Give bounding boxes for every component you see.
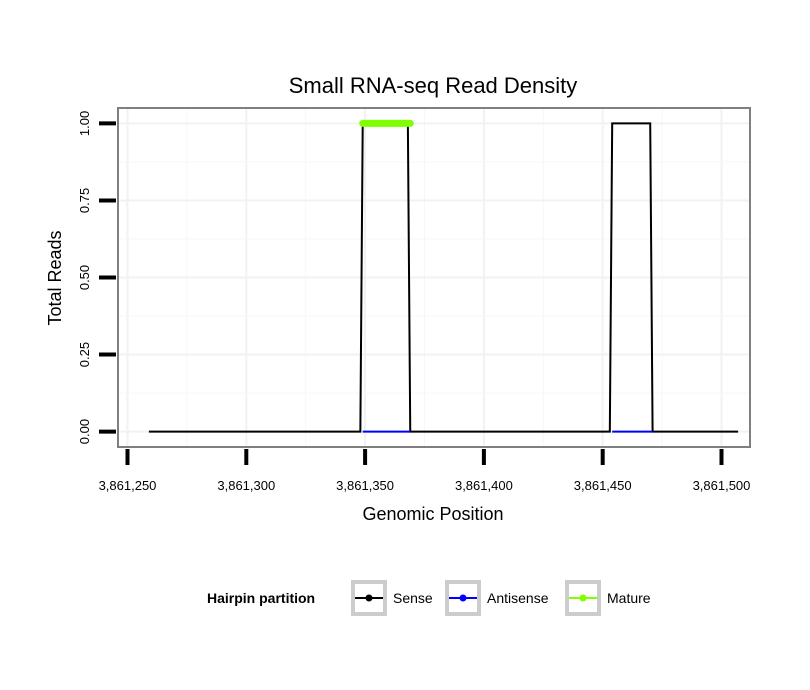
legend-item-sense: Sense — [351, 580, 433, 616]
legend-key-point — [579, 594, 587, 602]
y-tick-label: 0.25 — [77, 342, 92, 367]
series-sense-line — [148, 122, 739, 433]
y-tick-label: 0.00 — [77, 419, 92, 444]
x-axis: 3,861,250 3,861,300 3,861,350 3,861,400 3,86… — [99, 449, 751, 493]
legend-label: Antisense — [487, 590, 549, 606]
legend: Hairpin partition Sense Antisense Mature — [207, 580, 651, 616]
x-axis-title: Genomic Position — [362, 504, 503, 524]
legend-key-point — [459, 594, 467, 602]
series-layer — [148, 119, 739, 433]
x-tick-label: 3,861,250 — [99, 478, 157, 493]
x-tick-label: 3,861,500 — [693, 478, 751, 493]
legend-label: Sense — [393, 590, 433, 606]
y-axis-title: Total Reads — [45, 230, 65, 325]
y-tick-label: 1.00 — [77, 111, 92, 136]
y-axis: 0.00 0.25 0.50 0.75 1.00 — [77, 111, 116, 444]
x-tick-label: 3,861,350 — [336, 478, 394, 493]
chart-title: Small RNA-seq Read Density — [289, 73, 578, 98]
legend-item-antisense: Antisense — [445, 580, 549, 616]
y-tick-label: 0.50 — [77, 265, 92, 290]
x-tick-label: 3,861,300 — [217, 478, 275, 493]
legend-key-point — [365, 594, 373, 602]
legend-title: Hairpin partition — [207, 590, 315, 606]
plot-panel-border — [117, 107, 751, 448]
x-tick-label: 3,861,450 — [574, 478, 632, 493]
grid — [118, 108, 750, 447]
legend-item-mature: Mature — [565, 580, 651, 616]
x-tick-label: 3,861,400 — [455, 478, 513, 493]
y-tick-label: 0.75 — [77, 188, 92, 213]
legend-label: Mature — [607, 590, 651, 606]
